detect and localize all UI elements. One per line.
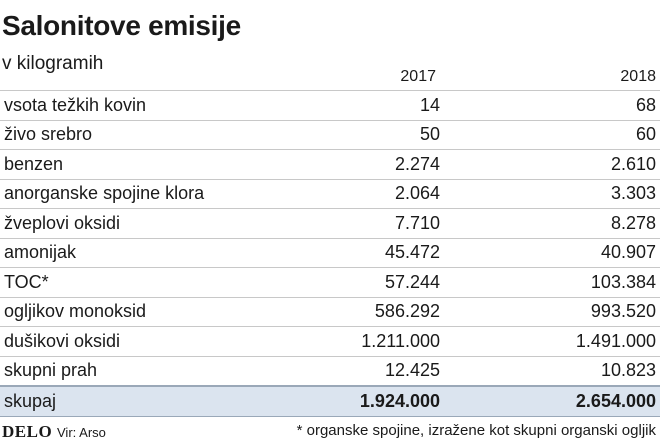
table-row: benzen 2.274 2.610	[0, 149, 660, 180]
row-label: ogljikov monoksid	[0, 297, 224, 327]
value-2017: 7.710	[224, 208, 444, 239]
row-label: TOC*	[0, 267, 224, 298]
row-label: živo srebro	[0, 120, 224, 150]
column-header-2018: 2018	[620, 68, 656, 85]
row-label: amonijak	[0, 238, 224, 268]
row-label: dušikovi oksidi	[0, 326, 224, 357]
value-2018: 2.610	[444, 149, 660, 180]
value-2017: 2.274	[224, 149, 444, 180]
table-row: žveplovi oksidi 7.710 8.278	[0, 208, 660, 239]
total-label: skupaj	[0, 385, 224, 417]
table-row: dušikovi oksidi 1.211.000 1.491.000	[0, 326, 660, 357]
value-2017: 50	[224, 120, 444, 150]
page-title: Salonitove emisije	[2, 10, 241, 41]
footnote: * organske spojine, izražene kot skupni …	[296, 422, 656, 439]
value-2018: 8.278	[444, 208, 660, 239]
value-2018: 10.823	[444, 356, 660, 387]
value-2018: 103.384	[444, 267, 660, 298]
total-2017: 1.924.000	[224, 385, 444, 417]
unit-subtitle: v kilogramih	[2, 53, 104, 74]
table-row: skupni prah 12.425 10.823	[0, 356, 660, 387]
table-row: amonijak 45.472 40.907	[0, 238, 660, 268]
column-header-2017: 2017	[400, 68, 436, 85]
table-row: živo srebro 50 60	[0, 120, 660, 150]
row-label: anorganske spojine klora	[0, 179, 224, 209]
value-2018: 993.520	[444, 297, 660, 327]
row-label: vsota težkih kovin	[0, 90, 224, 121]
row-label: skupni prah	[0, 356, 224, 387]
row-label: žveplovi oksidi	[0, 208, 224, 239]
value-2017: 586.292	[224, 297, 444, 327]
value-2017: 14	[224, 90, 444, 121]
table-row: vsota težkih kovin 14 68	[0, 90, 660, 121]
value-2017: 57.244	[224, 267, 444, 298]
total-2018: 2.654.000	[444, 385, 660, 417]
value-2017: 2.064	[224, 179, 444, 209]
table-row: TOC* 57.244 103.384	[0, 267, 660, 298]
footer: DELO Vir: Arso * organske spojine, izraž…	[0, 420, 660, 446]
value-2018: 3.303	[444, 179, 660, 209]
value-2017: 45.472	[224, 238, 444, 268]
value-2017: 12.425	[224, 356, 444, 387]
value-2017: 1.211.000	[224, 326, 444, 357]
source-credit: Vir: Arso	[57, 425, 106, 440]
table-row: anorganske spojine klora 2.064 3.303	[0, 179, 660, 209]
value-2018: 40.907	[444, 238, 660, 268]
delo-logo: DELO	[2, 422, 53, 441]
value-2018: 60	[444, 120, 660, 150]
row-label: benzen	[0, 149, 224, 180]
total-row: skupaj 1.924.000 2.654.000	[0, 385, 660, 417]
value-2018: 68	[444, 90, 660, 121]
value-2018: 1.491.000	[444, 326, 660, 357]
emissions-table: vsota težkih kovin 14 68 živo srebro 50 …	[0, 90, 660, 417]
table-row: ogljikov monoksid 586.292 993.520	[0, 297, 660, 327]
